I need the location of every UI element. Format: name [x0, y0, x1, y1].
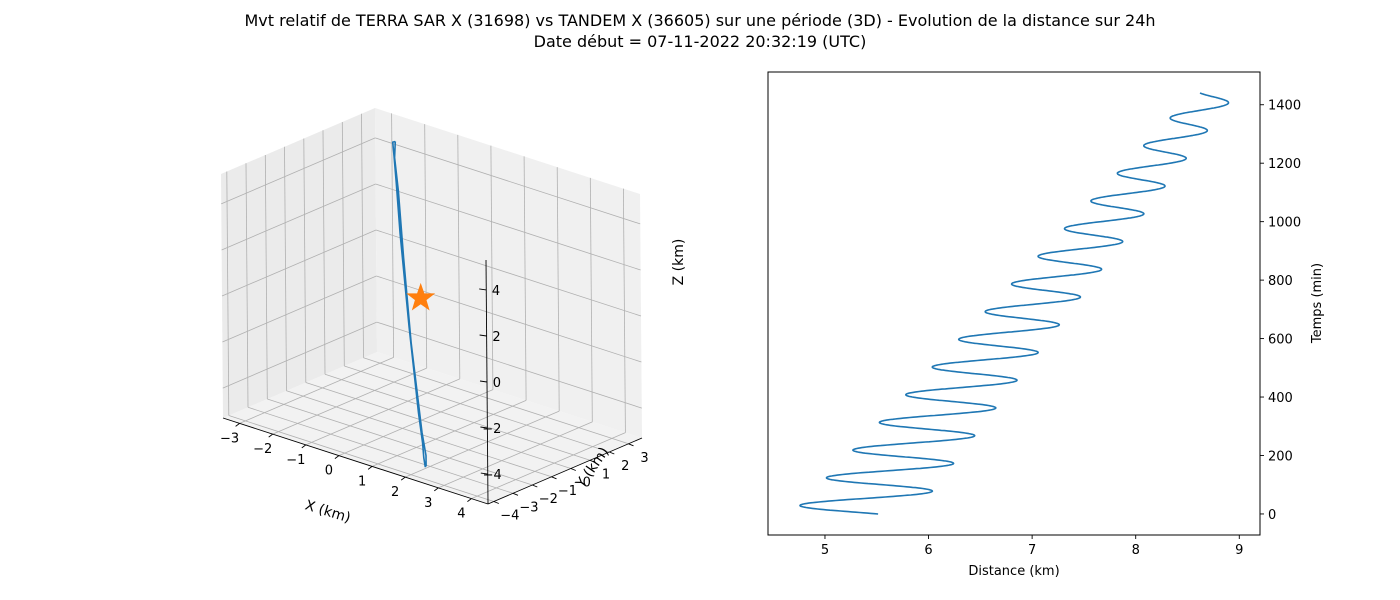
x-tick-3d [334, 455, 340, 459]
series-group-2d [799, 92, 1230, 515]
x-tick-label-3d: −2 [253, 442, 272, 457]
plot-frame [767, 71, 1261, 536]
grid-y-floor [324, 373, 591, 461]
y-tick-label: 1400 [1268, 99, 1301, 114]
x-tick-3d [235, 423, 240, 427]
grid-x-floor [305, 378, 460, 446]
y-tick-label: 400 [1268, 391, 1293, 406]
y-tick-label: 600 [1268, 333, 1293, 348]
z-tick-3d [480, 426, 488, 429]
y-tick-label: 800 [1268, 274, 1293, 289]
grid-z-side [221, 183, 376, 251]
x-axis-label: Distance (km) [968, 564, 1059, 579]
orbit-trajectory-line [391, 140, 427, 468]
tick-group: 5 6 7 8 9 0 200 400 600 800 1000 1200 1400 [821, 99, 1301, 558]
y-tick-3d [589, 459, 596, 463]
z-tick-3d [479, 334, 487, 337]
y-tick-3d [512, 492, 519, 496]
y-tick-3d [628, 443, 634, 447]
grid-z-side [221, 229, 377, 297]
grid-z-back [375, 137, 641, 225]
x-axis-line-3d [222, 417, 489, 505]
grid-z-side [222, 321, 377, 389]
x-tick-label-3d: 0 [325, 464, 333, 479]
z-tick-label-3d: 2 [492, 330, 500, 345]
grid-x-floor [239, 357, 394, 424]
x-tick-label-3d: −1 [286, 453, 305, 468]
x-tick-3d [268, 433, 273, 438]
y-tick-label-3d: −2 [539, 492, 558, 507]
x-tick-label: 6 [924, 543, 932, 558]
y-tick-label-3d: −3 [519, 500, 538, 515]
x-tick-3d [400, 476, 406, 481]
z-tick-3d [479, 380, 488, 383]
x-tick-label: 9 [1235, 543, 1243, 558]
grid-y-floor [247, 406, 514, 494]
x-tick-3d [367, 466, 373, 470]
grid-z-back [375, 183, 641, 271]
x-tick-label: 7 [1028, 543, 1036, 558]
x-tick-label-3d: 1 [358, 474, 366, 489]
y-tick-3d [609, 451, 615, 455]
z-tick-label-3d: −2 [482, 422, 501, 437]
y-axis-line-3d [487, 437, 643, 505]
x-tick-label-3d: 3 [424, 496, 432, 511]
x-tick-3d [301, 444, 307, 449]
grid-y-floor [305, 382, 571, 469]
y-tick-label-3d: −1 [558, 484, 577, 499]
chart-subtitle: Date début = 07-11-2022 20:32:19 (UTC) [534, 32, 867, 51]
z-tick-label-3d: 4 [492, 284, 500, 299]
y-tick-3d [493, 501, 499, 504]
z-tick-label-3d: −4 [483, 468, 502, 483]
grid-x-floor [438, 421, 593, 489]
grid-z-side [221, 137, 376, 205]
x-tick-label-3d: −3 [220, 431, 239, 446]
plot-distance-time: 5 6 7 8 9 0 200 400 600 800 1000 1200 1400 Distance … [767, 71, 1325, 579]
y-tick-label-3d: −4 [500, 509, 519, 524]
x-tick-label: 8 [1132, 543, 1140, 558]
y-tick-3d [570, 468, 576, 471]
x-tick-label-3d: 2 [391, 485, 399, 500]
x-tick-3d [467, 498, 472, 502]
grid-x-floor [471, 432, 626, 499]
grid-x-floor [371, 400, 527, 467]
chart-title: Mvt relatif de TERRA SAR X (31698) vs TA… [244, 11, 1155, 30]
y-tick-label-3d: 1 [602, 467, 610, 482]
y-tick-label: 1200 [1268, 157, 1301, 172]
y-tick-label-3d: 0 [583, 476, 591, 491]
grid-x-floor [405, 410, 560, 478]
z-tick-3d [479, 288, 487, 291]
grid-z-back [376, 321, 642, 409]
grid-y-floor [228, 415, 494, 502]
origin-star-marker [406, 282, 436, 311]
z-tick-3d [480, 472, 488, 475]
x-tick-label: 5 [821, 543, 829, 558]
y-tick-label: 1000 [1268, 216, 1301, 231]
series-group [391, 140, 436, 468]
x-tick-3d [434, 487, 439, 492]
z-axis-label-3d: Z (km) [671, 239, 687, 286]
y-tick-label: 0 [1268, 508, 1276, 523]
y-tick-label: 200 [1268, 449, 1293, 464]
x-tick-label-3d: 4 [457, 507, 465, 522]
y-tick-label-3d: 2 [621, 459, 629, 474]
grid-z-back [375, 229, 642, 317]
grid-x-floor [338, 389, 494, 456]
grid-y-floor [286, 390, 552, 478]
z-tick-label-3d: 0 [493, 376, 501, 391]
grid-y-floor [344, 365, 610, 453]
y-tick-3d [532, 484, 538, 488]
grid-x-floor [272, 367, 427, 435]
y-tick-3d [551, 476, 557, 480]
y-tick-label-3d: 3 [640, 451, 648, 466]
grid-z-side [222, 275, 377, 343]
grid-y-floor [363, 357, 629, 445]
grid-group [221, 113, 642, 502]
distance-time-line [799, 92, 1230, 515]
y-axis-label: Temps (min) [1310, 263, 1325, 344]
